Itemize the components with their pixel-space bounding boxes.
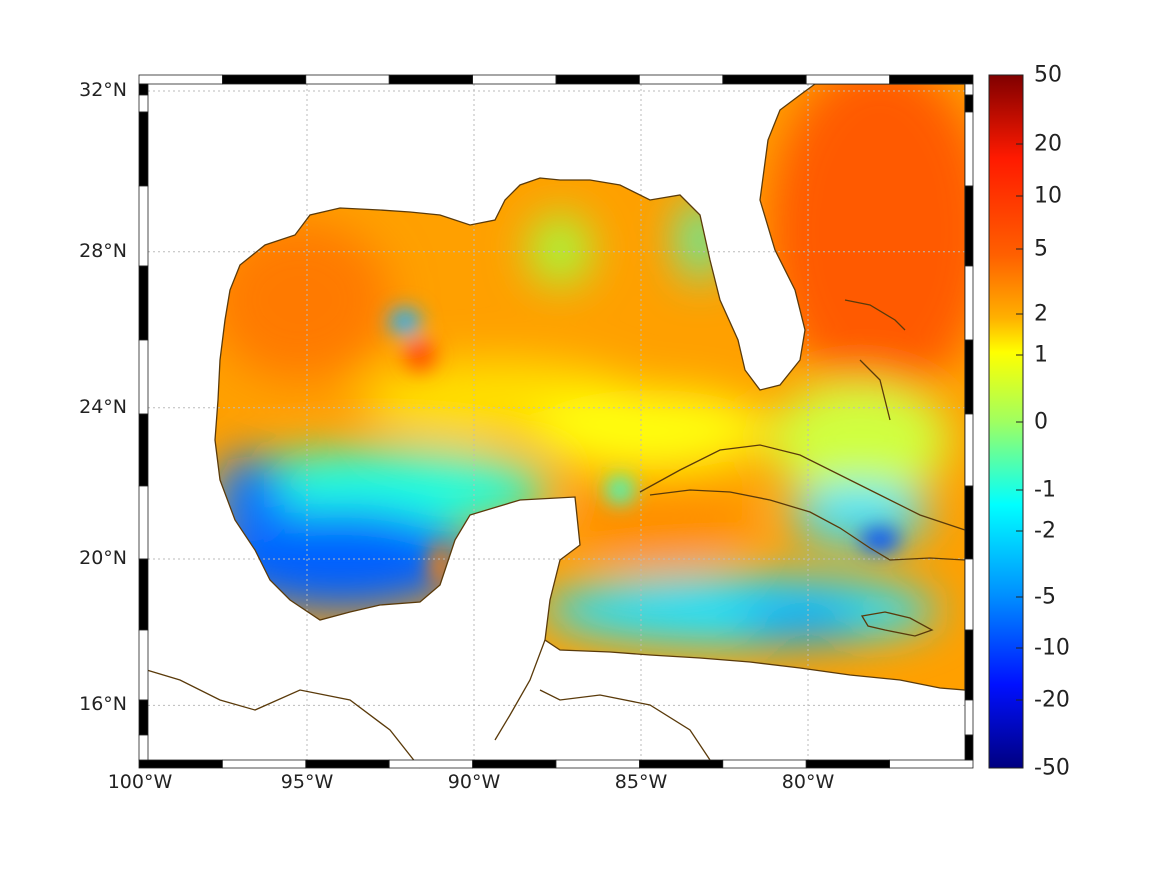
frame-segment (964, 83, 974, 96)
data-field (215, 84, 965, 690)
graticule (148, 84, 965, 760)
frame-segment (964, 413, 974, 487)
colorbar-tick-label: -5 (1034, 584, 1056, 610)
lon-label: 100°W (107, 771, 173, 793)
frame-segment (722, 74, 807, 85)
colorbar-tick-label: 5 (1034, 236, 1048, 262)
lat-label: 32°N (79, 79, 127, 101)
bahamas-coast-2 (859, 359, 891, 421)
honduras-coast (539, 689, 711, 761)
frame-segment (305, 74, 390, 85)
frame-segment (138, 699, 149, 736)
frame-segment (138, 339, 149, 415)
colorbar-tick-label: 2 (1034, 301, 1048, 327)
lat-label: 16°N (79, 693, 127, 716)
frame-segment (221, 74, 307, 85)
lon-label: 80°W (781, 771, 835, 793)
frame-segment (138, 413, 149, 487)
frame-segment (221, 759, 307, 769)
frame-segment (388, 759, 474, 769)
coastline (139, 83, 966, 769)
bahamas-coast (844, 299, 906, 331)
lon-label: 90°W (447, 771, 501, 793)
colorbar-tick-label: 1 (1034, 342, 1048, 368)
frame-segment (138, 558, 149, 631)
frame-segment (964, 94, 974, 113)
map-frame (138, 74, 974, 769)
lat-label: 24°N (79, 395, 127, 418)
yucatan-east-coast (494, 639, 546, 741)
central-america-coast (139, 667, 421, 769)
frame-segment (138, 629, 149, 701)
frame-segment (138, 83, 149, 96)
cuba-coast (639, 444, 966, 531)
colorbar-tick-label: 20 (1034, 131, 1062, 157)
frame-segment (472, 74, 557, 85)
colorbar-tick-label: -1 (1034, 477, 1056, 503)
colorbar-tick-label: -20 (1034, 687, 1070, 713)
frame-segment (305, 759, 390, 769)
lat-label: 28°N (79, 239, 127, 262)
frame-segment (889, 759, 974, 769)
colorbar-tick-label: 10 (1034, 183, 1062, 209)
frame-segment (138, 734, 149, 761)
frame-segment (964, 734, 974, 761)
frame-segment (964, 485, 974, 560)
cuba-coast-south (649, 489, 966, 561)
lat-label: 20°N (79, 547, 127, 569)
frame-segment (138, 74, 223, 85)
colorbar-tick-label: 50 (1034, 62, 1062, 88)
frame-segment (964, 339, 974, 415)
colorbar-tick-label: -10 (1034, 635, 1070, 661)
jamaica-coast (860, 611, 934, 637)
frame-segment (964, 699, 974, 736)
frame-segment (964, 265, 974, 341)
frame-segment (138, 265, 149, 341)
frame-segment (138, 759, 223, 769)
colorbar-tick-label: -2 (1034, 518, 1056, 544)
colorbar-tick-label: 0 (1034, 409, 1048, 435)
frame-segment (388, 74, 474, 85)
frame-segment (138, 94, 149, 113)
frame-segment (138, 185, 149, 267)
frame-segment (964, 629, 974, 701)
frame-segment (639, 759, 724, 769)
frame-segment (805, 759, 891, 769)
frame-segment (964, 185, 974, 267)
frame-segment (555, 759, 640, 769)
frame-segment (722, 759, 807, 769)
frame-segment (889, 74, 974, 85)
frame-segment (138, 111, 149, 187)
frame-segment (472, 759, 557, 769)
frame-segment (138, 485, 149, 560)
colorbar-tick-label: -50 (1034, 755, 1070, 781)
lon-label: 85°W (614, 771, 668, 793)
frame-segment (964, 111, 974, 187)
lon-label: 95°W (280, 771, 334, 793)
frame-segment (555, 74, 640, 85)
frame-segment (639, 74, 724, 85)
frame-segment (964, 558, 974, 631)
frame-segment (805, 74, 891, 85)
